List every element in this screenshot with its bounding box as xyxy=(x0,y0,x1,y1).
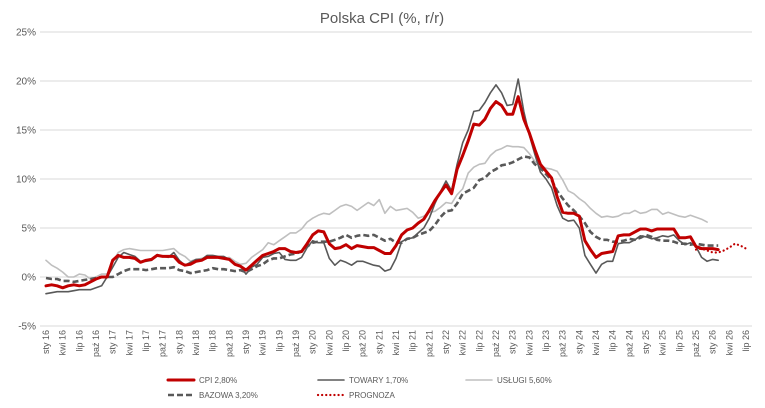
legend-label: CPI 2,80% xyxy=(199,376,237,385)
x-tick-label: lip 26 xyxy=(741,330,751,352)
x-axis-ticks: sty 16 kwi 16 lip 16 paź 16 sty 17 kwi 17 lip … xyxy=(41,330,751,357)
x-tick-label: kwi 16 xyxy=(58,330,68,356)
x-tick-label: paź 24 xyxy=(624,330,634,357)
series-line-2 xyxy=(45,144,708,280)
x-tick-label: lip 20 xyxy=(341,330,351,352)
series-line-3 xyxy=(45,155,719,284)
y-tick-label: 20% xyxy=(16,77,36,88)
x-tick-label: kwi 18 xyxy=(191,330,201,356)
x-tick-label: lip 19 xyxy=(274,330,284,352)
legend-label: BAZOWA 3,20% xyxy=(199,391,258,400)
x-tick-label: lip 18 xyxy=(208,330,218,352)
x-tick-label: lip 16 xyxy=(74,330,84,352)
legend-label: TOWARY 1,70% xyxy=(349,376,408,385)
x-tick-label: sty 18 xyxy=(174,330,184,354)
x-tick-label: kwi 24 xyxy=(591,330,601,356)
series-layer xyxy=(44,78,748,295)
x-tick-label: sty 16 xyxy=(41,330,51,354)
x-tick-label: lip 22 xyxy=(474,330,484,352)
x-tick-label: lip 23 xyxy=(541,330,551,352)
y-tick-label: 10% xyxy=(16,175,36,186)
x-tick-label: lip 21 xyxy=(408,330,418,352)
x-tick-label: sty 26 xyxy=(708,330,718,354)
y-axis-ticks: -5% 0% 5% 10% 15% 20% 25% xyxy=(16,28,36,333)
legend-label: USŁUGI 5,60% xyxy=(497,376,552,385)
x-tick-label: kwi 20 xyxy=(324,330,334,356)
x-tick-label: paź 22 xyxy=(491,330,501,357)
x-tick-label: paź 23 xyxy=(558,330,568,357)
x-tick-label: paź 19 xyxy=(291,330,301,357)
x-tick-label: kwi 22 xyxy=(458,330,468,356)
x-tick-label: sty 24 xyxy=(574,330,584,354)
x-tick-label: paź 20 xyxy=(358,330,368,357)
chart-title: Polska CPI (%, r/r) xyxy=(320,10,444,27)
x-tick-label: sty 22 xyxy=(441,330,451,354)
x-tick-label: sty 20 xyxy=(308,330,318,354)
x-tick-label: paź 16 xyxy=(91,330,101,357)
x-tick-label: paź 21 xyxy=(424,330,434,357)
y-tick-label: 5% xyxy=(22,224,37,235)
x-tick-label: lip 25 xyxy=(674,330,684,352)
y-tick-label: -5% xyxy=(18,322,36,333)
x-tick-label: kwi 25 xyxy=(658,330,668,356)
y-tick-label: 0% xyxy=(22,273,37,284)
x-tick-label: kwi 19 xyxy=(258,330,268,356)
legend-label: PROGNOZA xyxy=(349,391,395,400)
x-tick-label: kwi 21 xyxy=(391,330,401,356)
x-tick-label: sty 23 xyxy=(508,330,518,354)
series-line-0 xyxy=(44,95,720,290)
y-tick-label: 15% xyxy=(16,126,36,137)
x-tick-label: kwi 17 xyxy=(124,330,134,356)
x-tick-label: kwi 23 xyxy=(524,330,534,356)
series-line-4 xyxy=(694,242,748,254)
x-tick-label: sty 25 xyxy=(641,330,651,354)
legend: CPI 2,80% TOWARY 1,70% USŁUGI 5,60% BAZOWA … xyxy=(166,376,552,400)
x-tick-label: lip 24 xyxy=(608,330,618,352)
x-tick-label: paź 25 xyxy=(691,330,701,357)
x-tick-label: sty 17 xyxy=(108,330,118,354)
x-tick-label: paź 18 xyxy=(224,330,234,357)
x-tick-label: sty 21 xyxy=(374,330,384,354)
y-tick-label: 25% xyxy=(16,28,36,39)
x-tick-label: paź 17 xyxy=(158,330,168,357)
x-tick-label: lip 17 xyxy=(141,330,151,352)
x-tick-label: sty 19 xyxy=(241,330,251,354)
grid-layer xyxy=(40,31,752,327)
x-tick-label: kwi 26 xyxy=(724,330,734,356)
